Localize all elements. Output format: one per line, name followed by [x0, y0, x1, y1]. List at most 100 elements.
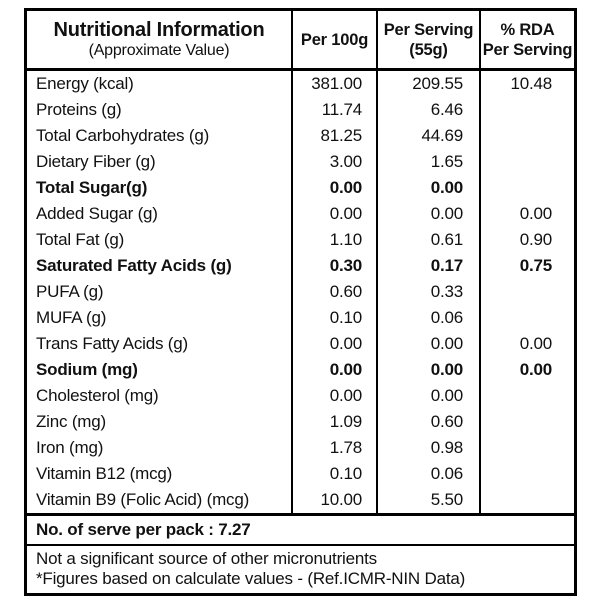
table-row: Total Carbohydrates (g) 81.25 44.69 [27, 123, 574, 149]
nutrition-facts-table: Nutritional Information (Approximate Val… [24, 8, 577, 596]
per-100g-value: 1.09 [293, 409, 378, 435]
per-serving-value: 0.06 [378, 461, 481, 487]
per-serving-value: 0.33 [378, 279, 481, 305]
nutrient-label: Zinc (mg) [27, 409, 293, 435]
table-row: Proteins (g) 11.74 6.46 [27, 97, 574, 123]
per-serving-value: 1.65 [378, 149, 481, 175]
footnote-micronutrients: Not a significant source of other micron… [36, 549, 377, 568]
per-serving-value: 44.69 [378, 123, 481, 149]
per-serving-value: 209.55 [378, 71, 481, 97]
per-100g-value: 0.10 [293, 305, 378, 331]
nutrient-label: Sodium (mg) [27, 357, 293, 383]
table-row: Cholesterol (mg) 0.00 0.00 [27, 383, 574, 409]
nutrient-label: Added Sugar (g) [27, 201, 293, 227]
footnote-reference: *Figures based on calculate values - (Re… [36, 569, 466, 588]
per-serving-value: 0.98 [378, 435, 481, 461]
rda-value [481, 305, 574, 331]
per-serving-value: 0.00 [378, 357, 481, 383]
per-serving-value: 5.50 [378, 487, 481, 513]
table-row: Dietary Fiber (g) 3.00 1.65 [27, 149, 574, 175]
nutrient-label: Saturated Fatty Acids (g) [27, 253, 293, 279]
rda-value [481, 461, 574, 487]
rda-value [481, 383, 574, 409]
table-row: Total Sugar(g) 0.00 0.00 [27, 175, 574, 201]
table-row: Sodium (mg) 0.00 0.00 0.00 [27, 357, 574, 383]
per-serving-value: 6.46 [378, 97, 481, 123]
table-row: Zinc (mg) 1.09 0.60 [27, 409, 574, 435]
header-per-serving-line2: (55g) [409, 40, 448, 59]
nutrient-label: Iron (mg) [27, 435, 293, 461]
table-row: Saturated Fatty Acids (g) 0.30 0.17 0.75 [27, 253, 574, 279]
per-100g-value: 381.00 [293, 71, 378, 97]
per-100g-value: 0.00 [293, 383, 378, 409]
per-100g-value: 81.25 [293, 123, 378, 149]
table-row: MUFA (g) 0.10 0.06 [27, 305, 574, 331]
table-row: Total Fat (g) 1.10 0.61 0.90 [27, 227, 574, 253]
header-nutritional-information: Nutritional Information (Approximate Val… [27, 11, 293, 68]
serve-per-pack-note: No. of serve per pack : 7.27 [27, 513, 574, 544]
per-100g-value: 10.00 [293, 487, 378, 513]
nutrient-label: MUFA (g) [27, 305, 293, 331]
nutrient-label: Vitamin B9 (Folic Acid) (mcg) [27, 487, 293, 513]
per-serving-value: 0.17 [378, 253, 481, 279]
table-header-row: Nutritional Information (Approximate Val… [27, 11, 574, 71]
per-100g-value: 1.78 [293, 435, 378, 461]
rda-value: 0.75 [519, 256, 552, 275]
table-row: Energy (kcal) 381.00 209.55 10.48 [27, 71, 574, 97]
rda-value [481, 279, 574, 305]
nutrient-label: PUFA (g) [27, 279, 293, 305]
table-row: Iron (mg) 1.78 0.98 [27, 435, 574, 461]
header-subtitle: (Approximate Value) [88, 42, 230, 59]
nutrient-label: Cholesterol (mg) [27, 383, 293, 409]
nutrient-label: Total Sugar(g) [27, 175, 293, 201]
table-row: Vitamin B9 (Folic Acid) (mcg) 10.00 5.50 [27, 487, 574, 513]
header-rda-line1: % RDA [500, 20, 555, 39]
per-serving-value: 0.61 [378, 227, 481, 253]
rda-value: 0.00 [519, 334, 552, 353]
nutrition-rows: Energy (kcal) 381.00 209.55 10.48 Protei… [27, 71, 574, 513]
rda-value [481, 409, 574, 435]
per-100g-value: 3.00 [293, 149, 378, 175]
per-100g-value: 11.74 [293, 97, 378, 123]
nutrient-label: Total Carbohydrates (g) [27, 123, 293, 149]
table-row: Vitamin B12 (mcg) 0.10 0.06 [27, 461, 574, 487]
per-serving-value: 0.06 [378, 305, 481, 331]
header-rda-line2: Per Serving [482, 40, 573, 59]
rda-value: 0.00 [519, 360, 552, 379]
table-row: Trans Fatty Acids (g) 0.00 0.00 0.00 [27, 331, 574, 357]
rda-value [481, 97, 574, 123]
per-serving-value: 0.00 [378, 383, 481, 409]
nutrient-label: Dietary Fiber (g) [27, 149, 293, 175]
per-100g-value: 0.10 [293, 461, 378, 487]
rda-value: 0.90 [519, 230, 552, 249]
per-100g-value: 1.10 [293, 227, 378, 253]
per-100g-value: 0.60 [293, 279, 378, 305]
nutrient-label: Trans Fatty Acids (g) [27, 331, 293, 357]
rda-value [481, 435, 574, 461]
footnotes: Not a significant source of other micron… [27, 544, 574, 593]
rda-value: 10.48 [510, 74, 552, 93]
per-serving-value: 0.00 [378, 201, 481, 227]
header-title: Nutritional Information [53, 19, 265, 41]
rda-value: 0.00 [519, 204, 552, 223]
nutrient-label: Energy (kcal) [27, 71, 293, 97]
rda-value [481, 123, 574, 149]
table-row: Added Sugar (g) 0.00 0.00 0.00 [27, 201, 574, 227]
per-100g-value: 0.00 [293, 201, 378, 227]
header-per-100g: Per 100g [293, 11, 378, 68]
per-100g-value: 0.00 [293, 331, 378, 357]
header-rda: % RDA Per Serving [481, 11, 574, 68]
header-per-serving-line1: Per Serving [383, 20, 474, 39]
nutrient-label: Proteins (g) [27, 97, 293, 123]
rda-value [481, 175, 574, 201]
rda-value [481, 487, 574, 513]
per-serving-value: 0.00 [378, 175, 481, 201]
per-serving-value: 0.60 [378, 409, 481, 435]
nutrient-label: Vitamin B12 (mcg) [27, 461, 293, 487]
rda-value [481, 149, 574, 175]
header-per-100g-label: Per 100g [300, 30, 369, 49]
per-100g-value: 0.00 [293, 357, 378, 383]
per-100g-value: 0.30 [293, 253, 378, 279]
nutrient-label: Total Fat (g) [27, 227, 293, 253]
table-row: PUFA (g) 0.60 0.33 [27, 279, 574, 305]
